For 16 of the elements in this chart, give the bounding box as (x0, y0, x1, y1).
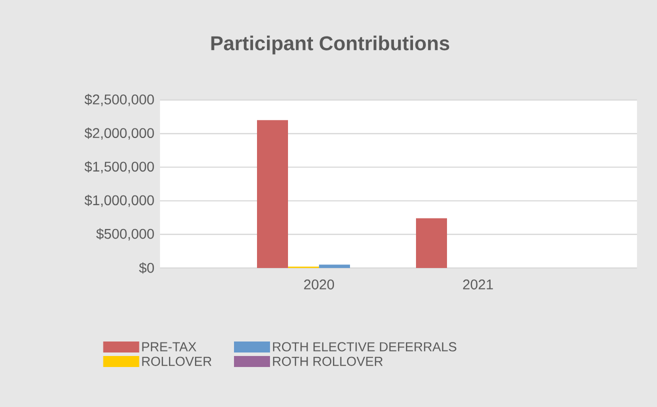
y-tick-label: $1,500,000 (84, 161, 154, 174)
legend-label: PRE-TAX (142, 342, 196, 352)
y-tick-label: $500,000 (96, 228, 154, 240)
x-tick-label: 2021 (463, 280, 493, 290)
legend-label: ROLLOVER (142, 356, 212, 366)
bar (319, 264, 350, 268)
bar (257, 120, 288, 268)
legend-label: ROTH ELECTIVE DEFERRALS (273, 342, 456, 352)
legend-label: ROTH ROLLOVER (273, 356, 383, 366)
x-tick-label: 2020 (304, 280, 334, 290)
y-tick-label: $0 (139, 262, 154, 274)
y-tick-label: $1,000,000 (84, 194, 154, 207)
chart-title: Participant Contributions (211, 36, 450, 54)
bar (416, 218, 447, 268)
y-tick-label: $2,500,000 (84, 94, 154, 106)
y-tick-label: $2,000,000 (84, 128, 154, 140)
